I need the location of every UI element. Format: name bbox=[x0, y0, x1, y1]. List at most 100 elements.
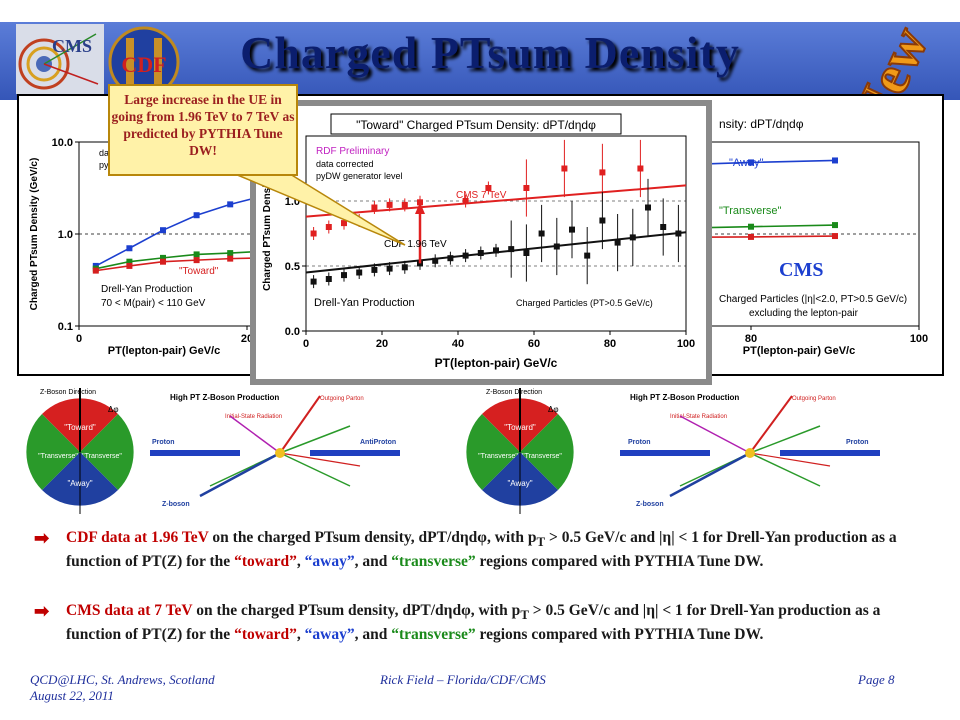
main-point-0 bbox=[832, 157, 838, 164]
main-point-1 bbox=[193, 251, 200, 258]
inset-point-0 bbox=[599, 169, 606, 176]
footer-author: Rick Field – Florida/CDF/CMS bbox=[380, 672, 546, 687]
inset-point-0 bbox=[462, 198, 469, 204]
inset-title: "Toward" Charged PTsum Density: dPT/dηdφ bbox=[356, 118, 596, 132]
inset-point-1 bbox=[477, 250, 484, 256]
dphi-label: Δφ bbox=[108, 405, 119, 414]
inset-point-0 bbox=[386, 201, 393, 208]
main-y-tick-label: 1.0 bbox=[58, 229, 73, 241]
bullet-cms-away: “away” bbox=[304, 626, 355, 644]
inset-point-1 bbox=[523, 250, 530, 256]
inset-annotation: RDF Preliminary bbox=[316, 146, 389, 157]
inset-plot-panel: "Toward" Charged PTsum Density: dPT/dηdφ… bbox=[250, 100, 712, 385]
production-diagram-left: High PT Z-Boson Production Outgoing Part… bbox=[150, 393, 400, 508]
main-point-2 bbox=[92, 267, 99, 274]
inset-y-axis-label: Charged PTsum Density bbox=[262, 176, 273, 291]
inset-point-1 bbox=[432, 257, 439, 264]
isr-label-right: Initial-State Radiation bbox=[670, 414, 727, 420]
z-direction-label: Z-Boson Direction bbox=[40, 389, 96, 396]
cdf-logo: CDF bbox=[108, 26, 180, 98]
outgoing-label-right: Outgoing Parton bbox=[792, 396, 836, 402]
pie-transverse-right-label: "Transverse" bbox=[82, 453, 122, 460]
isr-label-left: Initial-State Radiation bbox=[225, 414, 282, 420]
pie-transverse-left-label-right: "Transverse" bbox=[478, 453, 518, 460]
inset-x-tick-label: 60 bbox=[528, 338, 540, 350]
main-point-2 bbox=[193, 257, 200, 264]
bullet-cms-transverse: “transverse” bbox=[391, 626, 476, 644]
diagram-row: "Toward" "Transverse" "Transverse" "Away… bbox=[26, 388, 880, 514]
bullet-cms-tail: regions compared with PYTHIA Tune DW. bbox=[475, 626, 764, 644]
bullet-cdf-transverse: “transverse” bbox=[391, 553, 476, 571]
main-point-1 bbox=[227, 250, 234, 257]
inset-annotation: pyDW generator level bbox=[316, 171, 403, 181]
inset-annotation: data corrected bbox=[316, 159, 374, 169]
inset-point-0 bbox=[371, 204, 378, 211]
main-point-2 bbox=[832, 233, 838, 240]
inset-point-1 bbox=[341, 272, 347, 279]
main-annotation: CMS bbox=[779, 259, 823, 281]
antiproton-label: AntiProton bbox=[360, 439, 396, 446]
inset-x-tick-label: 20 bbox=[376, 338, 388, 350]
inset-x-tick-label: 80 bbox=[604, 338, 616, 350]
inset-point-0 bbox=[637, 165, 644, 172]
main-point-2 bbox=[160, 258, 166, 265]
bullet-cdf-away: “away” bbox=[304, 553, 355, 571]
pie-transverse-right-label-right: "Transverse" bbox=[522, 453, 562, 460]
zboson-label-right: Z-boson bbox=[636, 501, 664, 508]
main-point-1 bbox=[126, 258, 133, 265]
bullet-cdf-lead: CDF data at 1.96 TeV bbox=[66, 529, 209, 546]
inset-point-1 bbox=[493, 247, 499, 254]
main-point-0 bbox=[160, 227, 166, 234]
inset-point-0 bbox=[523, 185, 530, 191]
dphi-label-right: Δφ bbox=[548, 405, 559, 414]
inset-annotation: Charged Particles (PT>0.5 GeV/c) bbox=[516, 298, 653, 308]
inset-point-1 bbox=[629, 234, 636, 241]
main-x-tick-label: 100 bbox=[910, 333, 928, 345]
bullet-cms-text-b: > 0.5 GeV/c and |η| < 1 for Drell-Yan pr… bbox=[66, 602, 881, 644]
inset-x-tick-label: 100 bbox=[677, 338, 695, 350]
inset-title-box bbox=[330, 113, 622, 135]
cdf-logo-text: CDF bbox=[121, 52, 166, 77]
inset-y-tick-label: 1.0 bbox=[285, 196, 300, 208]
inset-plot: "Toward" Charged PTsum Density: dPT/dηdφ… bbox=[262, 113, 695, 370]
production-title-right: High PT Z-Boson Production bbox=[630, 393, 739, 402]
main-annotation: Drell-Yan Production bbox=[101, 284, 193, 295]
pie-away-label-right: "Away" bbox=[507, 479, 532, 488]
proton-label-left: Proton bbox=[152, 439, 175, 446]
main-annotation: "Toward" bbox=[179, 266, 219, 277]
main-point-0 bbox=[748, 159, 754, 166]
inset-point-1 bbox=[310, 278, 317, 285]
inset-point-0 bbox=[341, 220, 347, 227]
cms-logo-text: CMS bbox=[52, 36, 92, 56]
inset-x-tick-label: 40 bbox=[452, 338, 464, 350]
inset-y-tick-label: 0.5 bbox=[285, 261, 300, 273]
main-y-axis-label: Charged PTsum Density (GeV/c) bbox=[29, 158, 40, 311]
inset-point-1 bbox=[645, 204, 651, 211]
inset-point-1 bbox=[386, 265, 393, 272]
footer-conference: QCD@LHC, St. Andrews, Scotland bbox=[30, 672, 215, 687]
bullet-cms-toward: “toward” bbox=[234, 626, 297, 644]
region-pie-right: "Toward" "Transverse" "Transverse" "Away… bbox=[466, 388, 574, 514]
slide-title: Charged PTsum Density bbox=[240, 27, 740, 78]
bullet-cms-text-a: on the charged PTsum density, dPT/dηdφ, … bbox=[192, 602, 521, 619]
inset-point-0 bbox=[401, 201, 408, 208]
inset-point-1 bbox=[584, 252, 591, 259]
inset-point-0 bbox=[325, 224, 332, 230]
inset-point-1 bbox=[538, 230, 545, 237]
inset-point-1 bbox=[675, 230, 682, 237]
region-pie-left: "Toward" "Transverse" "Transverse" "Away… bbox=[26, 388, 134, 514]
pie-transverse-left-label: "Transverse" bbox=[38, 453, 78, 460]
inset-point-1 bbox=[462, 252, 469, 259]
main-y-tick-label: 0.1 bbox=[58, 321, 73, 333]
bullet-arrow-icon: ➡ bbox=[34, 528, 50, 548]
main-y-tick-label: 10.0 bbox=[52, 137, 73, 149]
inset-point-1 bbox=[660, 224, 667, 230]
bullet-cdf-text-a: on the charged PTsum density, dPT/dηdφ, … bbox=[208, 529, 537, 546]
bullet-cdf-text-b: > 0.5 GeV/c and |η| < 1 for Drell-Yan pr… bbox=[66, 529, 897, 571]
inset-point-0 bbox=[356, 217, 363, 224]
proton-label-right-a: Proton bbox=[628, 439, 651, 446]
inset-x-tick-label: 0 bbox=[303, 338, 309, 350]
main-point-1 bbox=[832, 222, 838, 229]
main-x-axis-label: PT(lepton-pair) GeV/c bbox=[743, 345, 855, 357]
inset-point-0 bbox=[310, 230, 317, 237]
